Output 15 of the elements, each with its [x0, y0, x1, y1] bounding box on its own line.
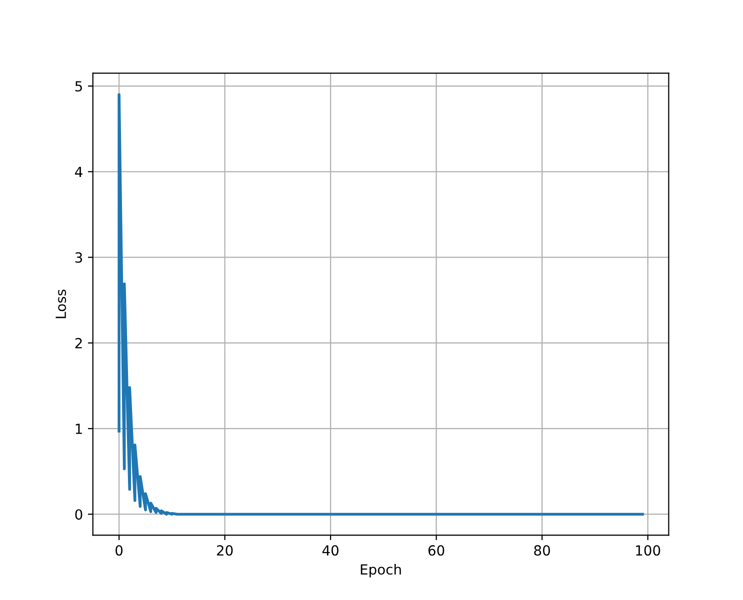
line-series	[118, 93, 644, 516]
x-tick-label: 0	[116, 545, 123, 556]
x-tick-label: 40	[322, 545, 338, 556]
x-tick-label: 60	[428, 545, 444, 556]
y-tick-label: 0	[75, 509, 82, 520]
y-tick-label: 5	[75, 81, 82, 92]
x-tick-label: 20	[216, 545, 233, 556]
y-tick-label: 4	[74, 166, 82, 177]
x-axis-title: Epoch	[360, 564, 401, 578]
y-tick-label: 1	[76, 424, 82, 434]
y-tick-label: 2	[75, 338, 82, 348]
x-tick-label: 80	[534, 545, 550, 556]
x-tick-label: 100	[636, 545, 660, 556]
y-tick-label: 3	[75, 252, 82, 263]
y-axis-title: Loss	[56, 290, 66, 318]
